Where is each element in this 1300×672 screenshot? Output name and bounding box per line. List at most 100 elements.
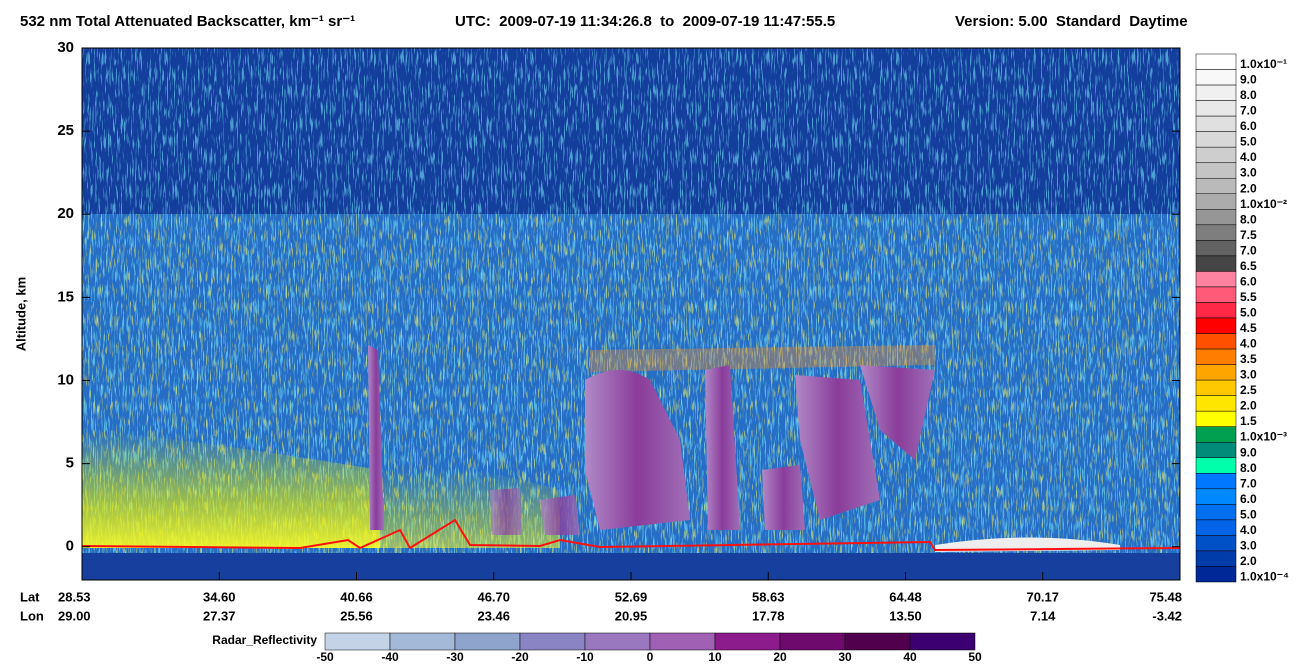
radar-colorbar-box (779, 632, 846, 651)
colorbar-box (1195, 535, 1237, 552)
colorbar-box (1195, 193, 1237, 210)
lon-tick-label: -3.42 (1152, 608, 1182, 623)
colorbar-label: 1.5 (1240, 414, 1257, 428)
colorbar-label: 1.0x10⁻² (1240, 197, 1287, 211)
colorbar-label: 7.0 (1240, 243, 1257, 257)
colorbar-label: 5.5 (1240, 290, 1257, 304)
radar-label: Radar_Reflectivity (212, 633, 317, 647)
radar-colorbar-box (584, 632, 651, 651)
y-tick-label: 10 (57, 371, 74, 388)
colorbar-box (1195, 519, 1237, 536)
colorbar-box (1195, 473, 1237, 490)
lon-label: Lon (20, 608, 44, 623)
colorbar-label: 7.0 (1240, 476, 1257, 490)
colorbar-box (1195, 69, 1237, 86)
radar-colorbar-box (909, 632, 976, 651)
colorbar-label: 2.0 (1240, 181, 1257, 195)
colorbar-box (1195, 53, 1237, 70)
colorbar-box (1195, 115, 1237, 132)
colorbar-box (1195, 410, 1237, 427)
y-tick-label: 20 (57, 205, 74, 222)
colorbar-label: 5.0 (1240, 306, 1257, 320)
colorbar-box (1195, 333, 1237, 350)
colorbar-box (1195, 504, 1237, 521)
colorbar-label: 8.0 (1240, 461, 1257, 475)
colorbar-label: 5.0 (1240, 135, 1257, 149)
radar-tick-label: 30 (838, 650, 852, 664)
radar-colorbar-box (844, 632, 911, 651)
colorbar-box (1195, 364, 1237, 381)
lon-tick-label: 25.56 (340, 608, 373, 623)
y-tick-label: 25 (57, 122, 74, 139)
lat-tick-label: 34.60 (203, 589, 236, 604)
colorbar-label: 9.0 (1240, 73, 1257, 87)
lon-tick-label: 27.37 (203, 608, 236, 623)
colorbar-box (1195, 255, 1237, 272)
colorbar-box (1195, 271, 1237, 288)
y-tick-label: 5 (66, 455, 74, 472)
colorbar-box (1195, 488, 1237, 505)
colorbar-box (1195, 100, 1237, 117)
colorbar-label: 2.0 (1240, 399, 1257, 413)
radar-tick-label: 50 (968, 650, 982, 664)
colorbar-label: 3.0 (1240, 538, 1257, 552)
colorbar-label: 4.5 (1240, 321, 1257, 335)
colorbar-label: 2.0 (1240, 554, 1257, 568)
lon-tick-label: 20.95 (615, 608, 648, 623)
radar-tick-label: -10 (576, 650, 594, 664)
chart-subtitle: UTC: 2009-07-19 11:34:26.8 to 2009-07-19… (455, 13, 835, 30)
colorbar-box (1195, 348, 1237, 365)
colorbar-box (1195, 379, 1237, 396)
colorbar-label: 1.0x10⁻³ (1240, 430, 1287, 444)
colorbar-box (1195, 457, 1237, 474)
lat-tick-label: 70.17 (1026, 589, 1059, 604)
lon-tick-label: 13.50 (889, 608, 922, 623)
colorbar-box (1195, 146, 1237, 163)
colorbar-label: 5.0 (1240, 507, 1257, 521)
colorbar-label: 4.0 (1240, 337, 1257, 351)
colorbar-box (1195, 84, 1237, 101)
radar-colorbar-box (649, 632, 716, 651)
colorbar-label: 7.0 (1240, 104, 1257, 118)
lat-tick-label: 46.70 (477, 589, 510, 604)
colorbar-label: 6.5 (1240, 259, 1257, 273)
radar-colorbar-box (519, 632, 586, 651)
colorbar-box (1195, 550, 1237, 567)
radar-tick-label: -30 (446, 650, 464, 664)
radar-tick-label: 0 (647, 650, 654, 664)
colorbar-label: 6.0 (1240, 274, 1257, 288)
colorbar-label: 6.0 (1240, 119, 1257, 133)
colorbar-box (1195, 177, 1237, 195)
lon-tick-label: 29.00 (58, 608, 91, 623)
colorbar-label: 1.0x10⁻¹ (1240, 57, 1287, 71)
lat-tick-label: 28.53 (58, 589, 91, 604)
colorbar-label: 3.5 (1240, 352, 1257, 366)
radar-tick-label: 40 (903, 650, 917, 664)
backscatter-field (82, 48, 1180, 580)
lat-tick-label: 58.63 (752, 589, 785, 604)
colorbar-box (1195, 240, 1237, 257)
lat-tick-label: 64.48 (889, 589, 922, 604)
colorbar-label: 3.0 (1240, 368, 1257, 382)
lon-tick-label: 17.78 (752, 608, 785, 623)
colorbar-label: 8.0 (1240, 88, 1257, 102)
radar-colorbar-box (714, 632, 781, 651)
colorbar-box (1195, 426, 1237, 443)
version: Version: 5.00 Standard Daytime (955, 13, 1188, 30)
radar-tick-label: 10 (708, 650, 722, 664)
y-tick-label: 15 (57, 288, 74, 305)
colorbar-label: 7.5 (1240, 228, 1257, 242)
colorbar-box (1195, 209, 1237, 226)
lat-tick-label: 40.66 (340, 589, 373, 604)
y-axis-label: Altitude, km (13, 277, 28, 351)
radar-colorbar-box (389, 632, 456, 651)
lat-tick-label: 75.48 (1149, 589, 1182, 604)
lat-label: Lat (20, 589, 40, 604)
y-tick-label: 0 (66, 538, 74, 555)
colorbar-label: 2.5 (1240, 383, 1257, 397)
colorbar-box (1195, 395, 1237, 412)
colorbar-box (1195, 224, 1237, 241)
colorbar-box (1195, 317, 1237, 334)
radar-colorbar-box (324, 632, 391, 651)
